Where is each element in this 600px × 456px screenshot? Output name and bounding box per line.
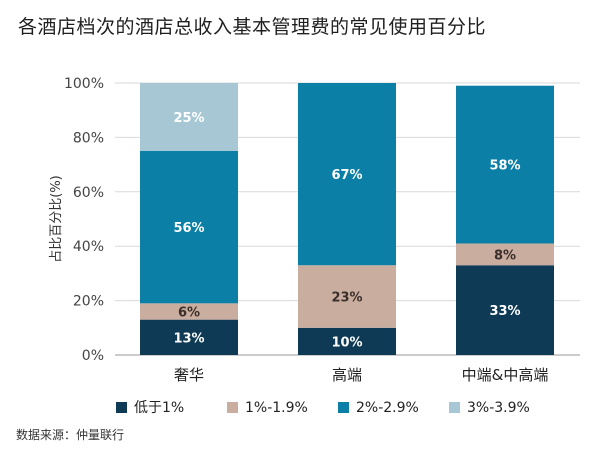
legend-label: 3%-3.9%: [467, 400, 530, 416]
legend-layer: 低于1% 1%-1.9% 2%-2.9% 3%-3.9%: [116, 400, 530, 416]
bar-segment: [456, 243, 554, 266]
bar-segment: [140, 319, 238, 355]
bar-segment: [298, 83, 396, 266]
bar-segment: [456, 85, 554, 244]
legend-swatch: [227, 402, 238, 413]
data-label: 56%: [173, 221, 204, 236]
legend-label: 1%-1.9%: [245, 400, 308, 416]
bar-segment: [140, 83, 238, 151]
y-tick-label: 0%: [82, 348, 104, 364]
data-label: 23%: [331, 291, 362, 306]
y-tick-label: 60%: [73, 185, 104, 201]
y-tick-label: 80%: [73, 130, 104, 146]
data-label: 13%: [173, 331, 204, 346]
bar-segment: [298, 265, 396, 328]
data-label: 33%: [489, 304, 520, 319]
chart-title: 各酒店档次的酒店总收入基本管理费的常见使用百分比: [18, 16, 487, 38]
bar-segment: [140, 151, 238, 304]
data-label: 58%: [489, 159, 520, 174]
legend-label: 低于1%: [134, 400, 184, 416]
data-label: 6%: [178, 305, 200, 320]
legend-label: 2%-2.9%: [356, 400, 419, 416]
legend-swatch: [338, 402, 349, 413]
legend-swatch: [116, 402, 127, 413]
data-label: 10%: [331, 335, 362, 350]
x-tick-label: 高端: [332, 366, 362, 384]
bar-segment: [298, 327, 396, 355]
y-tick-label: 40%: [73, 239, 104, 255]
data-label: 67%: [331, 168, 362, 183]
bar-segment: [140, 303, 238, 320]
data-label: 8%: [494, 248, 516, 263]
y-tick-label: 100%: [64, 76, 104, 92]
axis-layer: 0% 20% 40% 60% 80% 100% 占比百分比(%) 奢华 高端 中端&中高端: [49, 76, 548, 384]
bars-layer: [140, 83, 554, 355]
legend-swatch: [449, 402, 460, 413]
data-label: 25%: [173, 111, 204, 126]
bar-segment: [456, 265, 554, 355]
labels-layer: 13% 6% 56% 25% 10% 23% 67% 33% 8% 58%: [173, 111, 520, 350]
y-tick-label: 20%: [73, 294, 104, 310]
x-tick-label: 奢华: [174, 366, 204, 384]
y-axis-title: 占比百分比(%): [49, 175, 64, 263]
data-source-note: 数据来源：仲量联行: [16, 428, 125, 442]
x-tick-label: 中端&中高端: [462, 366, 549, 384]
